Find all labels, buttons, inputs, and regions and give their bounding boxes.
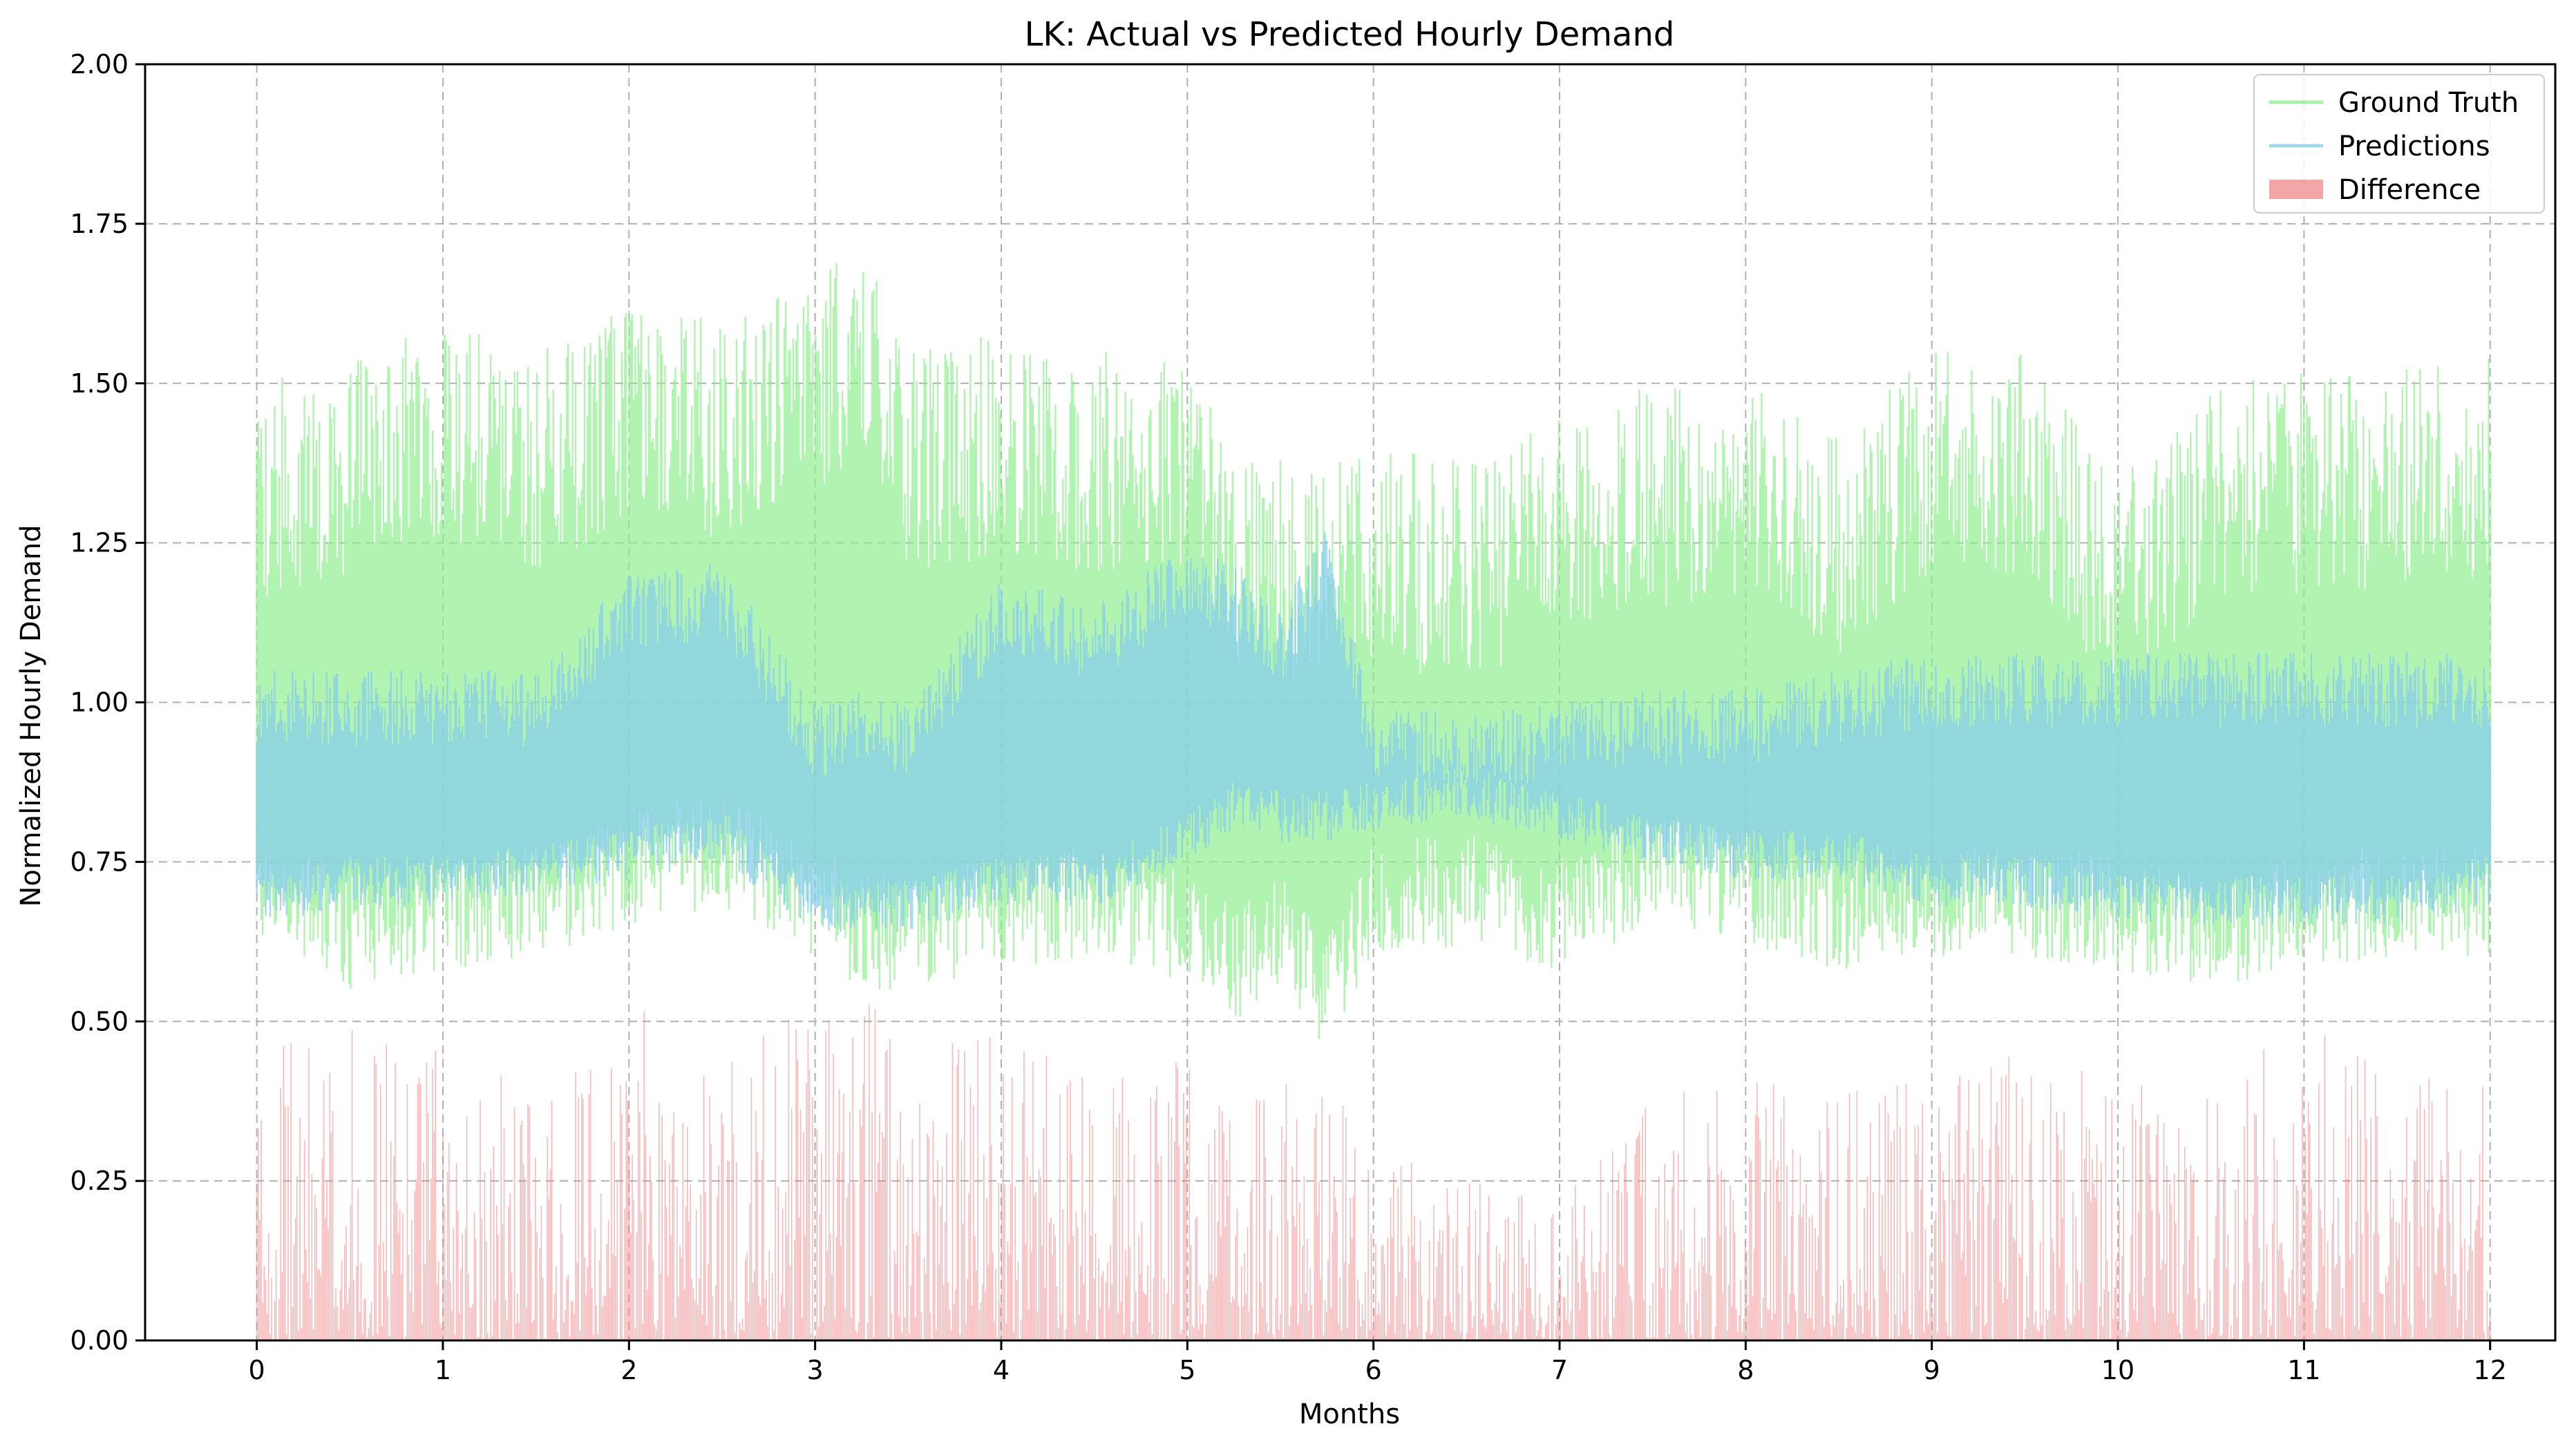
x-axis-label: Months	[1299, 1398, 1400, 1430]
x-tick-label: 1	[435, 1355, 451, 1385]
difference-series	[256, 1004, 2491, 1340]
legend-label: Ground Truth	[2338, 87, 2519, 119]
x-tick-label: 8	[1737, 1355, 1754, 1385]
predictions-series	[256, 532, 2491, 932]
x-tick-label: 3	[807, 1355, 824, 1385]
x-tick-label: 4	[993, 1355, 1010, 1385]
x-tick-label: 5	[1179, 1355, 1195, 1385]
y-tick-label: 0.75	[70, 846, 129, 877]
y-tick-label: 1.75	[70, 209, 129, 239]
x-tick-label: 10	[2101, 1355, 2134, 1385]
x-tick-label: 2	[621, 1355, 637, 1385]
legend: Ground Truth Predictions Difference	[2253, 74, 2545, 214]
difference-bars	[256, 1004, 2491, 1340]
predictions-line	[256, 532, 2491, 932]
y-axis-label: Normalized Hourly Demand	[15, 524, 47, 907]
y-tick-label: 1.00	[70, 687, 129, 718]
legend-label: Predictions	[2338, 131, 2490, 162]
legend-label: Difference	[2338, 174, 2481, 206]
x-tick-label: 6	[1365, 1355, 1382, 1385]
y-tick-label: 0.25	[70, 1166, 129, 1196]
legend-box	[2253, 74, 2545, 214]
y-tick-label: 2.00	[70, 49, 129, 79]
tick-layer: 0 1 2 3 4 5 6 7 8 9 10 11 120.000.250.500.751.001.25…	[70, 49, 2507, 1385]
x-tick-label: 0	[249, 1355, 265, 1385]
y-tick-label: 0.50	[70, 1006, 129, 1036]
y-tick-label: 1.25	[70, 528, 129, 558]
chart-title: LK: Actual vs Predicted Hourly Demand	[1025, 15, 1675, 54]
x-tick-label: 9	[1924, 1355, 1940, 1385]
y-tick-label: 0.00	[70, 1325, 129, 1356]
legend-patch-swatch	[2269, 180, 2323, 199]
x-tick-label: 11	[2287, 1355, 2320, 1385]
x-tick-label: 7	[1551, 1355, 1568, 1385]
y-tick-label: 1.50	[70, 368, 129, 399]
x-tick-label: 12	[2474, 1355, 2507, 1385]
